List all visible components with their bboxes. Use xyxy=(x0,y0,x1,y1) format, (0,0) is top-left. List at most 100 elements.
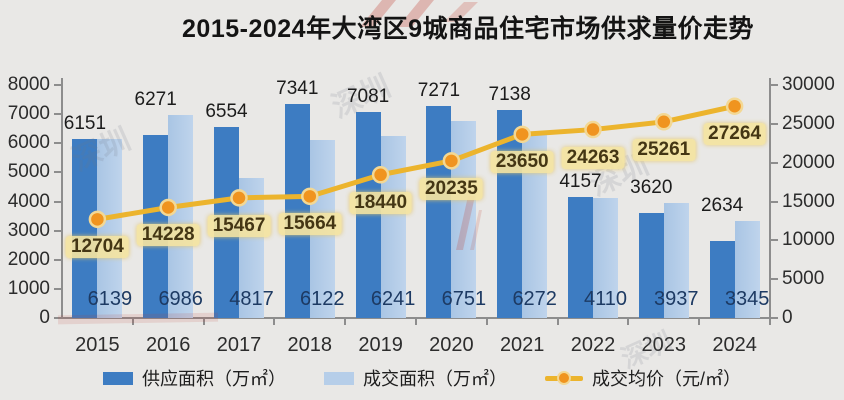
x-axis-label-2023: 2023 xyxy=(641,334,687,356)
supply-value-label-2017: 6554 xyxy=(205,101,248,123)
supply-value-label-2019: 7081 xyxy=(346,85,390,107)
y-axis-left-line xyxy=(61,78,63,318)
y-axis-left-tick xyxy=(54,142,61,145)
avg-price-label-2019: 18440 xyxy=(349,191,413,214)
y-axis-right-line xyxy=(769,78,771,318)
avg-price-marker-2020 xyxy=(442,152,461,170)
y-axis-left-tick xyxy=(54,258,61,261)
bar-deal-2024 xyxy=(734,220,760,318)
x-axis-tick xyxy=(769,318,771,325)
x-axis-tick xyxy=(273,318,276,325)
bar-supply-2023 xyxy=(638,212,664,318)
y-axis-left-label: 4000 xyxy=(7,190,50,212)
deal-value-label-2016: 6986 xyxy=(158,288,203,310)
x-axis-tick xyxy=(415,318,417,325)
y-axis-left-tick xyxy=(54,287,61,290)
x-axis-label-2021: 2021 xyxy=(499,334,545,356)
y-axis-right-tick xyxy=(771,200,778,203)
x-axis-tick xyxy=(556,318,559,325)
y-axis-right-label: 0 xyxy=(782,307,793,328)
avg-price-label-2016: 14228 xyxy=(136,224,200,247)
x-axis-label-2020: 2020 xyxy=(429,334,474,356)
avg-price-marker-2022 xyxy=(584,120,602,139)
supply-area-swatch-icon xyxy=(102,371,133,385)
supply-value-label-2016: 6271 xyxy=(134,88,177,110)
avg-price-marker-2015 xyxy=(88,210,107,229)
y-axis-right-label: 25000 xyxy=(782,112,835,134)
supply-value-label-2020: 7271 xyxy=(417,80,461,102)
supply-value-label-2023: 3620 xyxy=(630,177,673,199)
bar-supply-2022 xyxy=(568,196,593,318)
supply-value-label-2022: 4157 xyxy=(559,170,602,192)
y-axis-left-tick xyxy=(54,229,61,232)
x-axis-tick xyxy=(202,318,205,325)
y-axis-right-tick xyxy=(771,84,778,86)
deal-value-label-2019: 6241 xyxy=(370,288,416,310)
x-axis-label-2022: 2022 xyxy=(570,334,616,356)
x-axis-tick xyxy=(627,318,630,325)
supply-value-label-2018: 7341 xyxy=(276,78,319,100)
legend: 供应面积（万㎡） 成交面积（万㎡） 成交均价（元/㎡） xyxy=(0,365,844,391)
legend-item-supply-area: 供应面积（万㎡） xyxy=(102,365,286,391)
deal-value-label-2018: 6122 xyxy=(300,288,345,310)
avg-price-label-2015: 12704 xyxy=(65,236,129,259)
bar-deal-2015 xyxy=(97,139,123,318)
y-axis-left-label: 7000 xyxy=(7,103,50,125)
legend-item-avg-price: 成交均价（元/㎡） xyxy=(544,365,741,391)
avg-price-marker-2016 xyxy=(159,198,177,217)
y-axis-left-label: 1000 xyxy=(7,277,50,299)
supply-value-label-2021: 7138 xyxy=(488,84,531,106)
avg-price-marker-2021 xyxy=(513,125,531,144)
avg-price-marker-2019 xyxy=(371,166,390,184)
x-axis-label-2018: 2018 xyxy=(287,334,333,356)
x-axis-label-2019: 2019 xyxy=(358,334,403,356)
y-axis-left-label: 0 xyxy=(39,307,50,328)
deal-value-label-2015: 6139 xyxy=(87,288,133,310)
y-axis-left-label: 2000 xyxy=(7,248,50,270)
avg-price-label-2020: 20235 xyxy=(419,177,483,200)
y-axis-right-label: 30000 xyxy=(782,74,835,95)
bar-supply-2020 xyxy=(426,106,452,318)
y-axis-right-tick xyxy=(771,317,778,319)
deal-value-label-2020: 6751 xyxy=(441,288,487,310)
legend-label-supply-area: 供应面积（万㎡） xyxy=(141,369,286,389)
avg-price-label-2024: 27264 xyxy=(703,123,767,146)
avg-price-label-2021: 23650 xyxy=(490,151,554,174)
x-axis-tick xyxy=(131,318,134,325)
deal-value-label-2023: 3937 xyxy=(654,288,699,310)
bar-deal-2019 xyxy=(380,136,406,318)
bar-supply-2019 xyxy=(355,111,381,318)
x-axis-label-2017: 2017 xyxy=(216,334,262,356)
y-axis-right-tick xyxy=(771,278,778,281)
avg-price-line-marker-icon xyxy=(544,370,583,386)
x-axis-label-2016: 2016 xyxy=(145,334,191,356)
x-axis-tick xyxy=(698,318,701,325)
bar-deal-2022 xyxy=(593,198,618,318)
bar-supply-2024 xyxy=(709,241,735,318)
y-axis-left-label: 6000 xyxy=(7,132,50,154)
deal-value-label-2024: 3345 xyxy=(724,288,770,310)
deal-area-swatch-icon xyxy=(323,371,354,385)
avg-price-marker-2017 xyxy=(230,189,248,207)
avg-price-label-2022: 24263 xyxy=(561,146,625,169)
bar-deal-2023 xyxy=(663,203,689,318)
avg-price-marker-2018 xyxy=(301,187,319,206)
deal-value-label-2017: 4817 xyxy=(229,288,274,310)
y-axis-right-label: 20000 xyxy=(782,151,835,173)
x-axis-tick xyxy=(344,318,347,325)
y-axis-left-tick xyxy=(54,200,61,203)
y-axis-right-tick xyxy=(771,161,778,164)
x-axis-label-2015: 2015 xyxy=(75,334,120,356)
x-axis-tick xyxy=(485,318,488,325)
y-axis-left-tick xyxy=(54,84,61,86)
y-axis-left-tick xyxy=(54,113,61,116)
chart-title: 2015-2024年大湾区9城商品住宅市场供求量价走势 xyxy=(182,15,754,43)
supply-value-label-2024: 2634 xyxy=(700,194,744,216)
legend-label-avg-price: 成交均价（元/㎡） xyxy=(591,369,741,389)
avg-price-marker-2023 xyxy=(655,113,673,131)
deal-value-label-2021: 6272 xyxy=(512,288,557,310)
bar-supply-2015 xyxy=(72,138,98,318)
